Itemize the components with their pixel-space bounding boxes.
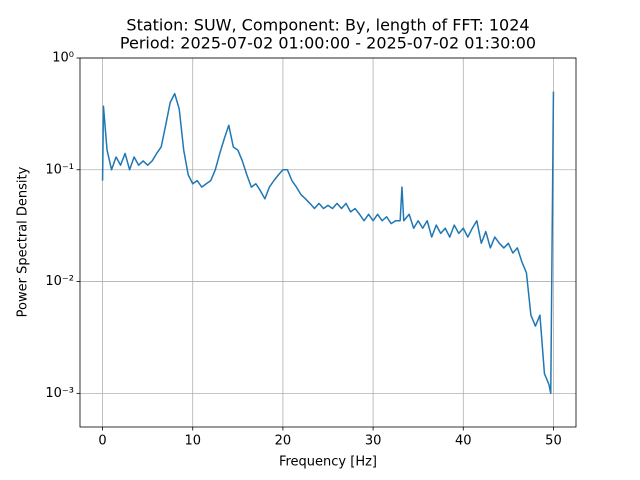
chart-title: Station: SUW, Component: By, length of F… xyxy=(126,16,529,35)
x-tick-label: 50 xyxy=(545,434,562,449)
y-tick-label: 10⁰ xyxy=(52,51,74,66)
y-tick-label: 10⁻² xyxy=(45,274,74,289)
chart-subtitle: Period: 2025-07-02 01:00:00 - 2025-07-02… xyxy=(120,34,536,53)
y-axis-label: Power Spectral Density xyxy=(16,166,31,317)
data-line xyxy=(101,91,555,395)
x-tick-label: 30 xyxy=(365,434,382,449)
x-tick-label: 10 xyxy=(184,434,201,449)
plot-frame xyxy=(79,57,577,428)
x-tick-label: 20 xyxy=(275,434,292,449)
y-tick-label: 10⁻¹ xyxy=(45,162,74,177)
x-tick-label: 0 xyxy=(98,434,106,449)
x-axis-label: Frequency [Hz] xyxy=(279,455,377,470)
x-tick-label: 40 xyxy=(455,434,472,449)
y-tick-label: 10⁻³ xyxy=(45,386,74,401)
